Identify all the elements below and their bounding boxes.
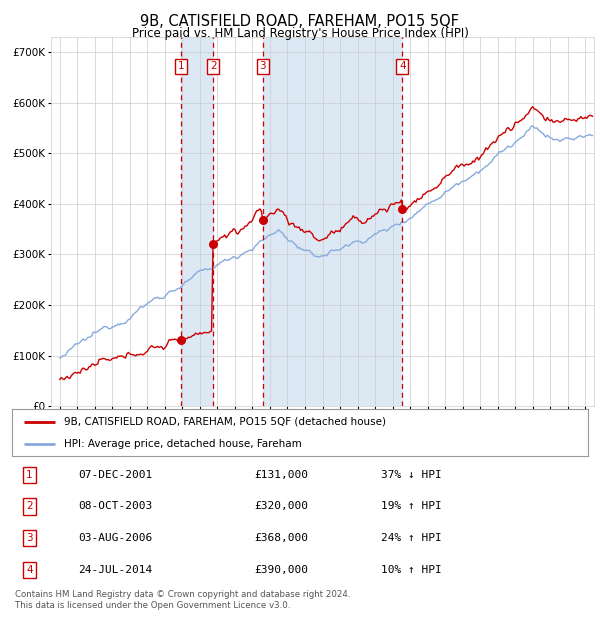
Text: 07-DEC-2001: 07-DEC-2001 [78,470,152,480]
Text: Contains HM Land Registry data © Crown copyright and database right 2024.
This d: Contains HM Land Registry data © Crown c… [15,590,350,609]
Text: Price paid vs. HM Land Registry's House Price Index (HPI): Price paid vs. HM Land Registry's House … [131,27,469,40]
Text: £320,000: £320,000 [254,502,308,512]
Text: 37% ↓ HPI: 37% ↓ HPI [380,470,442,480]
Text: 2: 2 [26,502,32,512]
Text: 1: 1 [26,470,32,480]
Text: 1: 1 [178,61,184,71]
Text: 9B, CATISFIELD ROAD, FAREHAM, PO15 5QF: 9B, CATISFIELD ROAD, FAREHAM, PO15 5QF [140,14,460,29]
Bar [181,37,214,406]
Text: 9B, CATISFIELD ROAD, FAREHAM, PO15 5QF (detached house): 9B, CATISFIELD ROAD, FAREHAM, PO15 5QF (… [64,417,386,427]
Text: 24-JUL-2014: 24-JUL-2014 [78,565,152,575]
Text: 3: 3 [26,533,32,543]
Text: 2: 2 [210,61,217,71]
Text: 4: 4 [399,61,406,71]
Text: £390,000: £390,000 [254,565,308,575]
Text: £368,000: £368,000 [254,533,308,543]
Text: HPI: Average price, detached house, Fareham: HPI: Average price, detached house, Fare… [64,439,302,449]
Text: 24% ↑ HPI: 24% ↑ HPI [380,533,442,543]
Text: 4: 4 [26,565,32,575]
Text: £131,000: £131,000 [254,470,308,480]
Text: 10% ↑ HPI: 10% ↑ HPI [380,565,442,575]
Text: 08-OCT-2003: 08-OCT-2003 [78,502,152,512]
Text: 03-AUG-2006: 03-AUG-2006 [78,533,152,543]
Text: 3: 3 [259,61,266,71]
Text: 19% ↑ HPI: 19% ↑ HPI [380,502,442,512]
Bar [263,37,403,406]
